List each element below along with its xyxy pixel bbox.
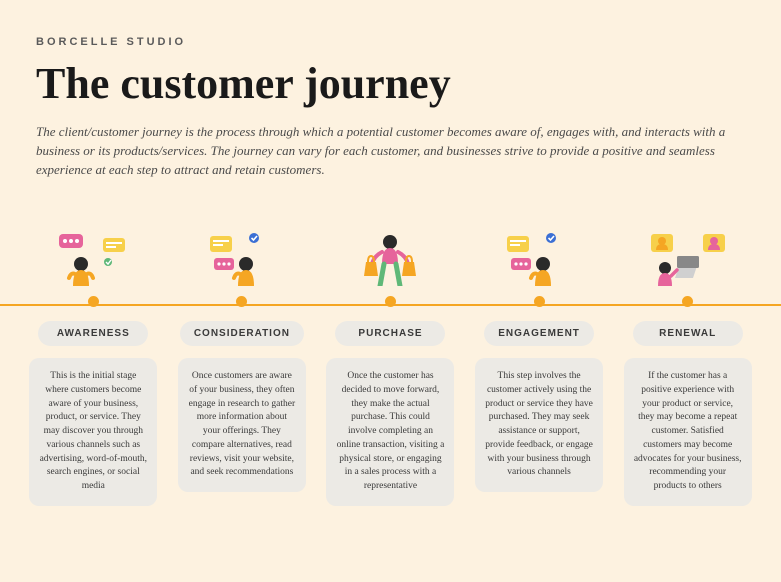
stage-label: PURCHASE [335,321,445,346]
stage-description: This step involves the customer actively… [475,358,603,492]
stage-description: Once the customer has decided to move fo… [326,358,454,506]
timeline-dot [534,296,545,307]
timeline-dot [236,296,247,307]
timeline-dot [88,296,99,307]
timeline-dot [682,296,693,307]
intro-paragraph: The client/customer journey is the proce… [36,123,736,180]
stage-purchase: PURCHASE Once the customer has decided t… [325,226,455,506]
journey-diagram: AWARENESS This is the initial stage wher… [0,226,781,506]
engagement-icon [474,226,604,286]
page: BORCELLE STUDIO The customer journey The… [0,0,781,180]
page-title: The customer journey [36,58,745,109]
timeline-dot [385,296,396,307]
stage-label: RENEWAL [633,321,743,346]
stage-awareness: AWARENESS This is the initial stage wher… [28,226,158,506]
stage-label: AWARENESS [38,321,148,346]
stage-description: Once customers are aware of your busines… [178,358,306,492]
brand-name: BORCELLE STUDIO [36,36,745,48]
consideration-icon [177,226,307,286]
stage-label: ENGAGEMENT [484,321,594,346]
awareness-icon [28,226,158,286]
stage-description: If the customer has a positive experienc… [624,358,752,506]
stage-renewal: RENEWAL If the customer has a positive e… [623,226,753,506]
renewal-icon [623,226,753,286]
stage-engagement: ENGAGEMENT This step involves the custom… [474,226,604,506]
stage-consideration: CONSIDERATION Once customers are aware o… [177,226,307,506]
stage-description: This is the initial stage where customer… [29,358,157,506]
stages-row: AWARENESS This is the initial stage wher… [0,226,781,506]
purchase-icon [325,226,455,286]
stage-label: CONSIDERATION [180,321,304,346]
